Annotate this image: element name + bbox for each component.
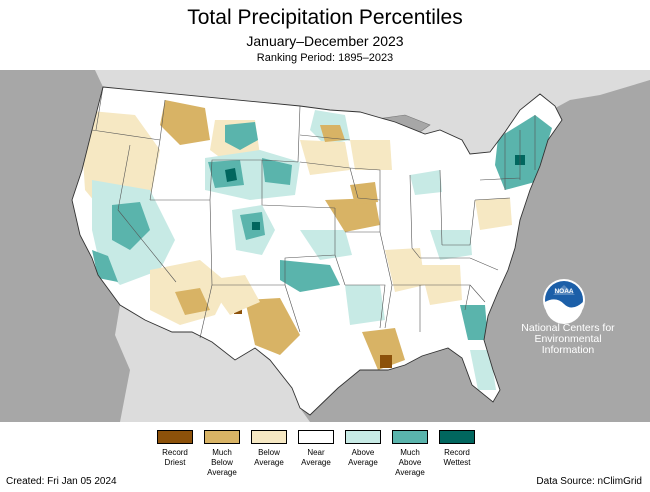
legend-item-below: Below Average: [239, 430, 299, 468]
legend-label-line: Driest: [164, 458, 186, 467]
legend-item-near: Near Average: [286, 430, 346, 468]
state-borders: [91, 86, 536, 339]
legend-label: Much Below Average: [192, 448, 252, 478]
noaa-logo: NOAA: [543, 279, 585, 324]
legend-item-record-driest: Record Driest: [145, 430, 205, 468]
legend-label: Record Wettest: [427, 448, 487, 468]
mexico-land: [115, 305, 310, 422]
legend-label-line: Above: [398, 458, 422, 467]
precipitation-map: NOAA: [0, 70, 650, 422]
legend-label: Record Driest: [145, 448, 205, 468]
ncei-line: National Centers for: [521, 322, 615, 334]
legend-label-line: Record: [162, 448, 188, 457]
legend-swatch: [157, 430, 193, 444]
legend-label-line: Much: [212, 448, 232, 457]
legend-item-above: Above Average: [333, 430, 393, 468]
legend-label-line: Average: [254, 458, 284, 467]
map-subtitle: January–December 2023: [246, 33, 404, 49]
legend-label: Below Average: [239, 448, 299, 468]
legend-label-line: Average: [301, 458, 331, 467]
legend-label: Above Average: [333, 448, 393, 468]
created-date: Created: Fri Jan 05 2024: [6, 476, 117, 487]
legend-swatch: [204, 430, 240, 444]
ncei-line: Information: [541, 344, 595, 356]
legend-label-line: Wettest: [443, 458, 471, 467]
legend-swatch: [251, 430, 287, 444]
map-title: Total Precipitation Percentiles: [187, 6, 463, 29]
legend-label-line: Average: [395, 468, 425, 477]
map-canvas: NOAA: [60, 70, 650, 422]
legend-label-line: Average: [348, 458, 378, 467]
legend-swatch: [439, 430, 475, 444]
legend-label-line: Below: [258, 448, 280, 457]
legend-label-line: Average: [207, 468, 237, 477]
legend-swatch: [345, 430, 381, 444]
legend-label: Near Average: [286, 448, 346, 468]
legend-swatch: [392, 430, 428, 444]
ncei-label: National Centers for Environmental Infor…: [518, 323, 618, 356]
precipitation-patches: [80, 100, 552, 390]
legend-label: Much Above Average: [380, 448, 440, 478]
map-legend: Record Driest Much Below Average Below A…: [0, 430, 650, 480]
legend-item-much-above: Much Above Average: [380, 430, 440, 478]
legend-label-line: Much: [400, 448, 420, 457]
legend-label-line: Above: [351, 448, 375, 457]
ncei-line: Environmental: [534, 333, 602, 345]
noaa-logo-text: NOAA: [554, 288, 573, 295]
legend-label-line: Near: [307, 448, 325, 457]
legend-swatch: [298, 430, 334, 444]
legend-label-line: Record: [444, 448, 470, 457]
canada-land: [60, 70, 650, 154]
legend-label-line: Below: [211, 458, 233, 467]
ranking-period: Ranking Period: 1895–2023: [256, 52, 394, 64]
data-source: Data Source: nClimGrid: [536, 476, 642, 487]
legend-item-record-wettest: Record Wettest: [427, 430, 487, 468]
legend-item-much-below: Much Below Average: [192, 430, 252, 478]
